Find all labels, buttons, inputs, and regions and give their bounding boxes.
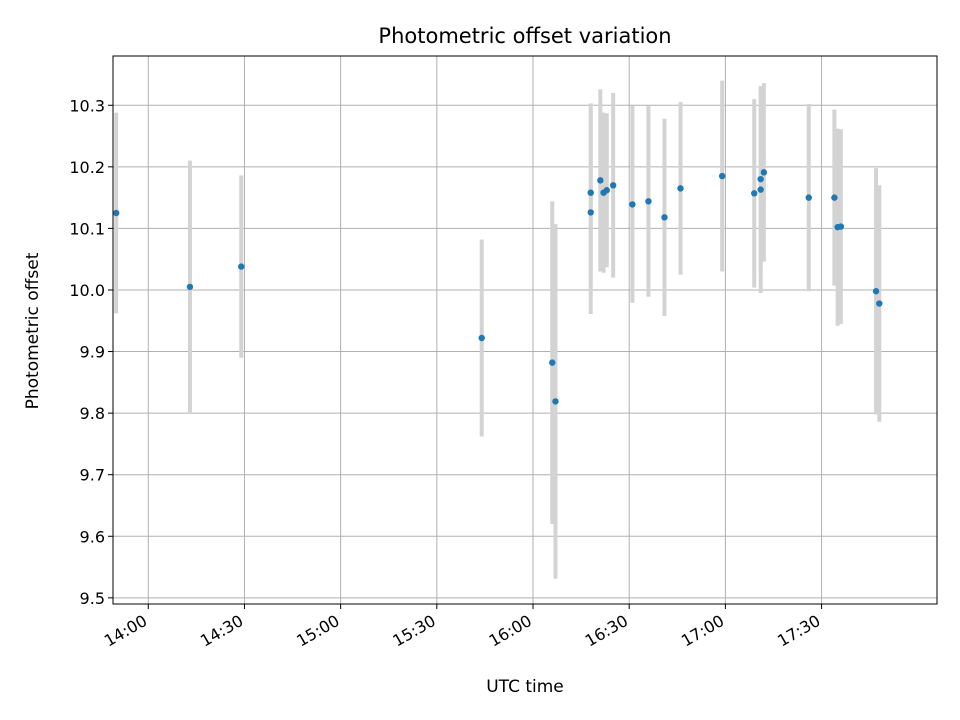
data-point [661,214,668,221]
y-tick-label: 10.1 [69,219,105,238]
y-tick-label: 9.5 [80,589,105,608]
y-tick-label: 9.7 [80,466,105,485]
x-axis-label: UTC time [486,677,564,697]
x-tick-label: 15:00 [293,611,342,651]
data-point [238,263,245,270]
y-tick-label: 10.2 [69,158,105,177]
x-tick-label: 14:00 [101,611,150,651]
y-axis-ticks: 9.5 9.6 9.7 9.8 9.9 10.0 10.1 10.2 10.3 [69,96,113,608]
y-tick-label: 9.8 [80,404,105,423]
x-tick-label: 16:00 [486,611,535,651]
data-point [587,189,594,196]
x-tick-label: 16:30 [582,611,631,651]
x-tick-label: 17:30 [774,611,823,651]
data-point [552,398,559,405]
y-tick-label: 9.9 [80,343,105,362]
data-point [587,209,594,216]
data-point [677,185,684,192]
data-point [603,187,610,194]
x-axis-ticks: 14:00 14:30 15:00 15:30 16:00 16:30 17:00 17:30 [101,604,824,651]
y-axis-label: Photometric offset [23,252,43,409]
data-point [831,194,838,201]
chart-title: Photometric offset variation [378,24,671,48]
error-bars [114,80,882,579]
x-tick-label: 15:30 [389,611,438,651]
data-point [478,334,485,342]
plot-frame [112,55,938,605]
data-point [645,198,652,205]
data-point [549,359,556,366]
data-point [757,186,764,193]
data-point [186,283,194,291]
data-point [629,201,636,208]
data-point [113,209,120,217]
data-point [609,182,617,189]
data-points [113,169,883,405]
data-point [872,288,880,295]
y-tick-label: 9.6 [80,527,105,546]
data-point [751,190,758,197]
data-point [805,194,812,201]
x-tick-label: 17:00 [678,611,727,651]
grid-lines [113,56,937,604]
data-point [837,223,845,230]
data-point [757,175,764,183]
data-point [718,172,726,180]
data-point [760,169,768,176]
y-tick-label: 10.3 [69,96,105,115]
x-tick-label: 14:30 [197,611,246,651]
data-point [597,177,604,184]
y-tick-label: 10.0 [69,281,105,300]
data-point [876,300,883,307]
